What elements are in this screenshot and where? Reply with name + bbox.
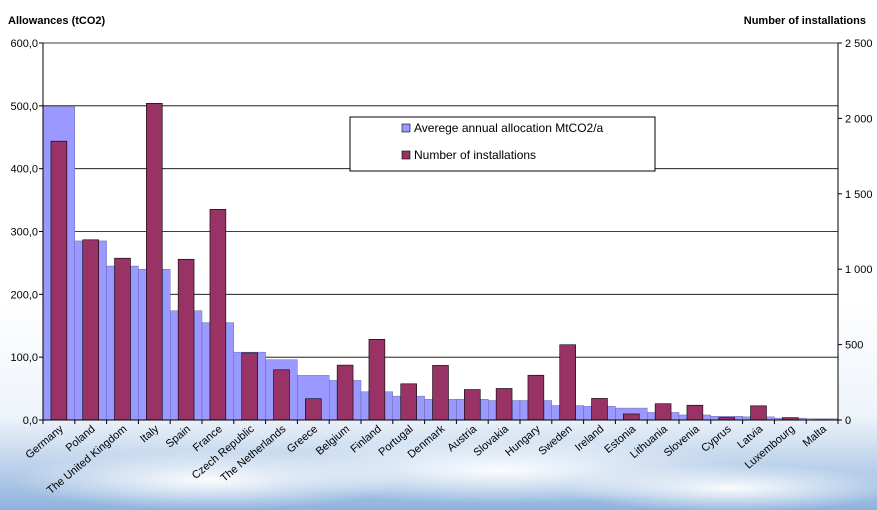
bar-installations <box>82 239 99 421</box>
bar-installations <box>50 140 68 421</box>
bar-installations <box>591 398 608 421</box>
bar-installations <box>654 403 672 421</box>
left-tick-label: 300,0 <box>10 227 38 239</box>
legend-swatch-allocation <box>401 123 411 133</box>
bar-installations <box>400 383 417 421</box>
bar-installations <box>686 404 704 421</box>
legend: Averege annual allocation MtCO2/a Number… <box>349 116 656 172</box>
left-tick-label: 500,0 <box>10 101 38 113</box>
bar-installations <box>527 374 545 421</box>
right-axis-ticks: 0 500 1 000 1 500 2 000 2 500 <box>838 38 873 427</box>
bar-installations <box>464 389 481 421</box>
legend-label-installations: Number of installations <box>414 148 536 162</box>
bar-installations <box>336 364 354 421</box>
bar-installations <box>750 405 767 421</box>
bar-installations <box>114 257 131 421</box>
legend-swatch-installations <box>401 150 411 160</box>
left-axis-title: Allowances (tCO2) <box>8 15 106 27</box>
right-tick-label: 500 <box>845 340 863 352</box>
right-tick-label: 1 000 <box>845 264 873 276</box>
left-tick-label: 100,0 <box>10 352 38 364</box>
bar-installations <box>368 339 386 421</box>
bar-installations <box>177 258 195 421</box>
right-tick-label: 0 <box>845 415 851 427</box>
bar-installations <box>432 365 449 421</box>
legend-box <box>349 116 656 172</box>
bar-installations <box>241 352 258 421</box>
bar-installations <box>623 413 640 421</box>
bar-installations <box>209 209 227 421</box>
right-tick-label: 1 500 <box>845 189 873 201</box>
right-tick-label: 2 000 <box>845 113 873 125</box>
left-tick-label: 600,0 <box>10 38 38 50</box>
left-tick-label: 200,0 <box>10 289 38 301</box>
bar-installations <box>495 388 513 421</box>
bar-installations <box>559 344 576 421</box>
bars <box>42 103 839 421</box>
cloud-shape <box>560 464 877 510</box>
left-axis-ticks: 0,0 100,0 200,0 300,0 400,0 500,0 600,0 <box>10 38 43 427</box>
bar-installations <box>273 369 290 421</box>
legend-label-allocation: Averege annual allocation MtCO2/a <box>414 121 604 135</box>
bar-installations <box>146 103 163 421</box>
right-axis-title: Number of installations <box>744 15 866 27</box>
left-tick-label: 0,0 <box>23 415 38 427</box>
bar-installations <box>305 398 322 421</box>
left-tick-label: 400,0 <box>10 164 38 176</box>
right-tick-label: 2 500 <box>845 38 873 50</box>
